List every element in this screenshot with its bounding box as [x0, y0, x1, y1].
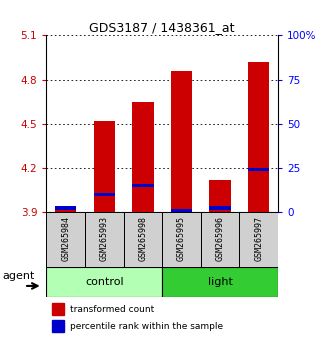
- Bar: [239, 212, 278, 267]
- Bar: [55, 206, 76, 210]
- Text: light: light: [208, 277, 233, 287]
- Bar: [85, 212, 123, 267]
- Bar: [162, 212, 201, 267]
- Text: GSM265993: GSM265993: [100, 216, 109, 261]
- Bar: [46, 267, 162, 297]
- Bar: [94, 121, 115, 212]
- Bar: [162, 267, 278, 297]
- Title: GDS3187 / 1438361_at: GDS3187 / 1438361_at: [89, 21, 235, 34]
- Text: percentile rank within the sample: percentile rank within the sample: [70, 322, 223, 331]
- Text: agent: agent: [2, 271, 35, 281]
- Text: GSM265998: GSM265998: [138, 216, 147, 261]
- Bar: [94, 193, 115, 196]
- Bar: [248, 168, 269, 171]
- Text: GSM265997: GSM265997: [254, 216, 263, 261]
- Text: control: control: [85, 277, 123, 287]
- Bar: [248, 62, 269, 212]
- Bar: [171, 209, 192, 212]
- Bar: [210, 206, 231, 210]
- Bar: [171, 71, 192, 212]
- Bar: [55, 210, 76, 212]
- Bar: [52, 303, 64, 315]
- Bar: [46, 212, 85, 267]
- Bar: [210, 180, 231, 212]
- Bar: [123, 212, 162, 267]
- Text: GSM265996: GSM265996: [215, 216, 225, 261]
- Bar: [201, 212, 239, 267]
- Bar: [132, 102, 154, 212]
- Text: GSM265995: GSM265995: [177, 216, 186, 261]
- Text: transformed count: transformed count: [70, 305, 155, 314]
- Bar: [52, 320, 64, 332]
- Text: GSM265984: GSM265984: [61, 216, 70, 261]
- Bar: [132, 184, 154, 188]
